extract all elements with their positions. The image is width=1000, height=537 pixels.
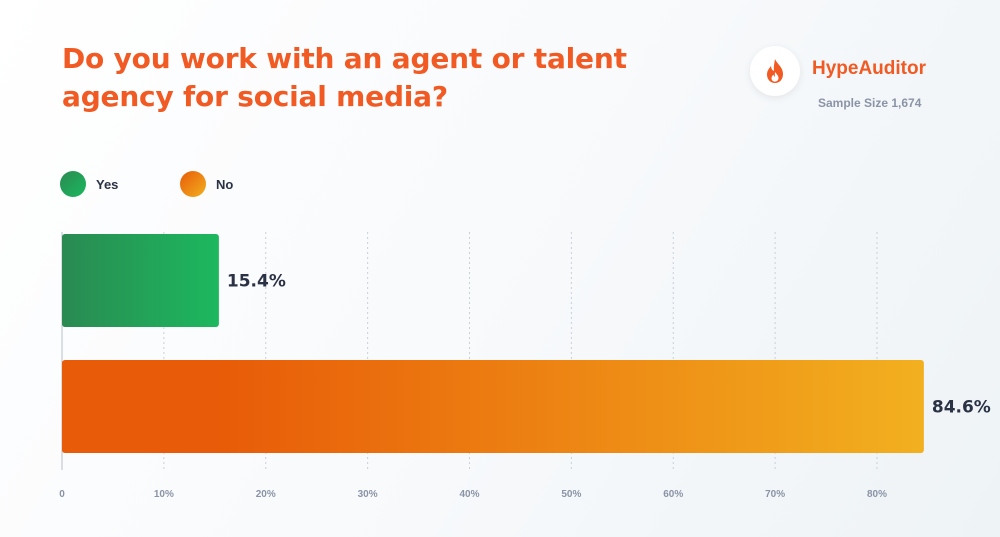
x-tick-label: 0 bbox=[59, 489, 65, 500]
x-tick-label: 60% bbox=[663, 489, 683, 500]
x-tick-label: 50% bbox=[561, 489, 581, 500]
value-label-yes: 15.4% bbox=[227, 272, 286, 292]
legend-item-yes: Yes bbox=[60, 170, 118, 198]
legend-swatch-yes bbox=[60, 171, 86, 197]
legend-label-no: No bbox=[216, 176, 234, 192]
legend-label-yes: Yes bbox=[96, 176, 119, 192]
bars: 15.4% 84.6% bbox=[62, 234, 991, 453]
value-label-no: 84.6% bbox=[932, 398, 991, 418]
brand-name: HypeAuditor bbox=[812, 58, 926, 79]
chart-title: Do you work with an agent or talent agen… bbox=[62, 42, 627, 113]
brand-block: HypeAuditor Sample Size 1,674 bbox=[750, 44, 980, 134]
x-tick-label: 80% bbox=[867, 489, 887, 500]
sample-size: Sample Size 1,674 bbox=[818, 96, 922, 110]
brand-logo bbox=[750, 46, 800, 96]
bar-yes bbox=[62, 234, 219, 327]
x-tick-label: 10% bbox=[154, 489, 174, 500]
x-tick-label: 30% bbox=[358, 489, 378, 500]
legend-swatch-no bbox=[180, 171, 206, 197]
x-tick-label: 20% bbox=[256, 489, 276, 500]
flame-icon bbox=[767, 59, 783, 83]
x-axis-ticks: 0 10% 20% 30% 40% 50% 60% 70% 80% bbox=[59, 489, 887, 500]
x-tick-label: 40% bbox=[459, 489, 479, 500]
bar-no bbox=[62, 360, 924, 453]
x-tick-label: 70% bbox=[765, 489, 785, 500]
legend-item-no: No bbox=[180, 170, 233, 198]
